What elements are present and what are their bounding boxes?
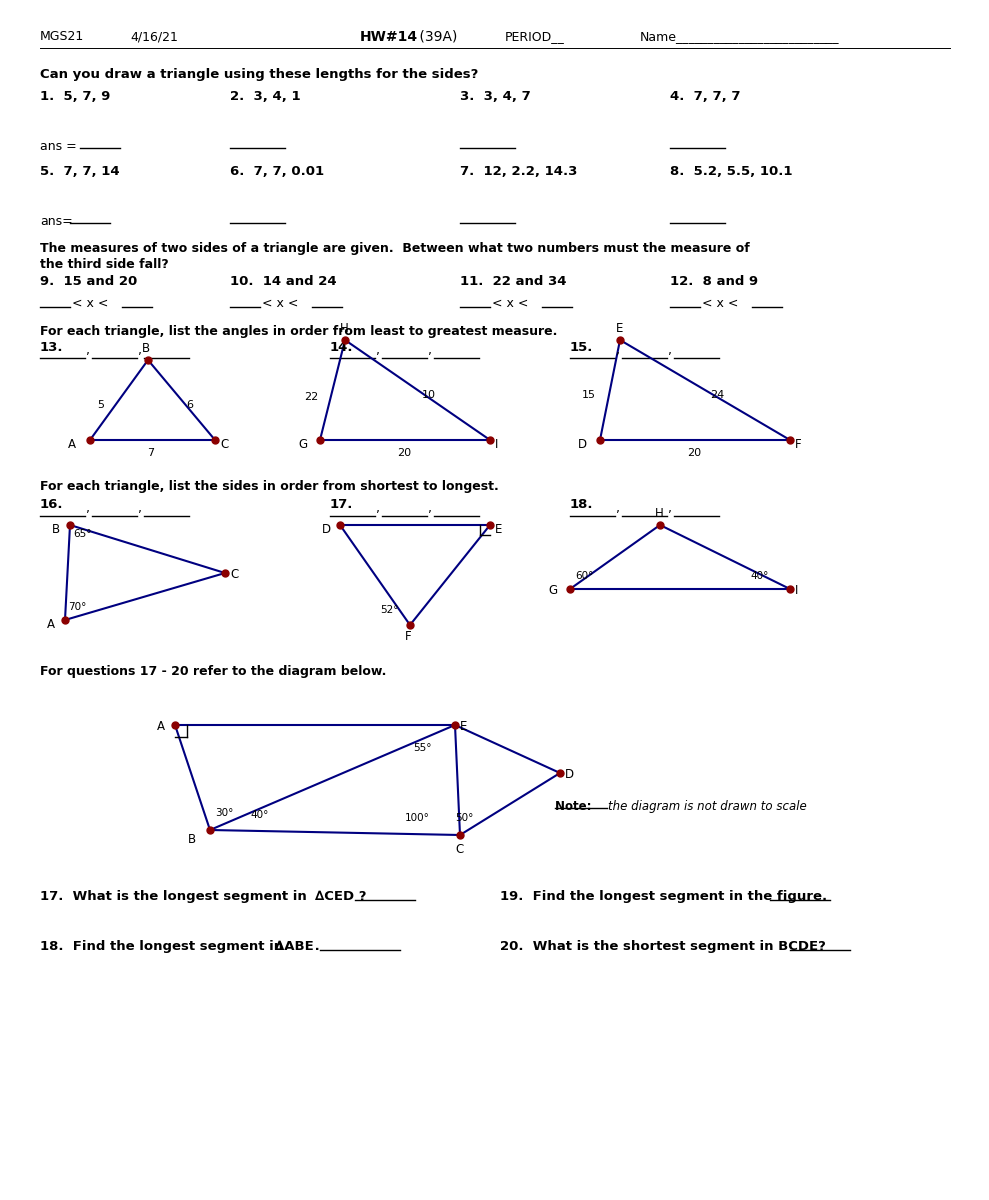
Text: .: . xyxy=(310,940,319,953)
Text: 3.  3, 4, 7: 3. 3, 4, 7 xyxy=(460,90,531,103)
Text: 10: 10 xyxy=(422,390,436,400)
Text: The measures of two sides of a triangle are given.  Between what two numbers mus: The measures of two sides of a triangle … xyxy=(40,242,750,254)
Text: 100°: 100° xyxy=(405,814,430,823)
Text: 13.: 13. xyxy=(40,341,63,354)
Text: E: E xyxy=(460,720,468,733)
Text: ∆CED ?: ∆CED ? xyxy=(315,890,367,902)
Text: I: I xyxy=(495,438,498,451)
Text: 40°: 40° xyxy=(250,810,268,820)
Text: 4.  7, 7, 7: 4. 7, 7, 7 xyxy=(670,90,741,103)
Text: A: A xyxy=(47,618,55,631)
Text: 60°: 60° xyxy=(575,571,593,581)
Text: ,: , xyxy=(376,502,380,515)
Text: < x <: < x < xyxy=(492,296,528,310)
Text: A: A xyxy=(68,438,76,451)
Text: D: D xyxy=(578,438,587,451)
Text: 5.  7, 7, 14: 5. 7, 7, 14 xyxy=(40,164,120,178)
Text: For questions 17 - 20 refer to the diagram below.: For questions 17 - 20 refer to the diagr… xyxy=(40,665,387,678)
Text: 6.  7, 7, 0.01: 6. 7, 7, 0.01 xyxy=(230,164,324,178)
Text: < x <: < x < xyxy=(72,296,109,310)
Text: 17.  What is the longest segment in: 17. What is the longest segment in xyxy=(40,890,312,902)
Text: 11.  22 and 34: 11. 22 and 34 xyxy=(460,275,567,288)
Text: Name__________________________: Name__________________________ xyxy=(640,30,840,43)
Text: 12.  8 and 9: 12. 8 and 9 xyxy=(670,275,759,288)
Text: 15.: 15. xyxy=(570,341,593,354)
Text: 7: 7 xyxy=(147,448,154,458)
Text: 14.: 14. xyxy=(330,341,353,354)
Text: < x <: < x < xyxy=(262,296,299,310)
Text: F: F xyxy=(405,630,411,643)
Text: A: A xyxy=(157,720,165,733)
Text: H: H xyxy=(655,506,664,520)
Text: the diagram is not drawn to scale: the diagram is not drawn to scale xyxy=(608,800,807,814)
Text: 2.  3, 4, 1: 2. 3, 4, 1 xyxy=(230,90,301,103)
Text: C: C xyxy=(455,842,463,856)
Text: ,: , xyxy=(138,344,142,358)
Text: 65°: 65° xyxy=(73,529,92,539)
Text: 19.  Find the longest segment in the figure.: 19. Find the longest segment in the figu… xyxy=(500,890,827,902)
Text: E: E xyxy=(616,322,623,335)
Text: 20: 20 xyxy=(687,448,701,458)
Text: F: F xyxy=(795,438,802,451)
Text: G: G xyxy=(298,438,308,451)
Text: ans =: ans = xyxy=(40,140,77,152)
Text: 18.  Find the longest segment in: 18. Find the longest segment in xyxy=(40,940,288,953)
Text: 50°: 50° xyxy=(455,814,474,823)
Text: 10.  14 and 24: 10. 14 and 24 xyxy=(230,275,336,288)
Text: ,: , xyxy=(668,502,672,515)
Text: 22: 22 xyxy=(304,392,318,402)
Text: 16.: 16. xyxy=(40,498,63,511)
Text: Note:: Note: xyxy=(555,800,595,814)
Text: ,: , xyxy=(138,502,142,515)
Text: Can you draw a triangle using these lengths for the sides?: Can you draw a triangle using these leng… xyxy=(40,68,479,80)
Text: ,: , xyxy=(86,502,90,515)
Text: 20.  What is the shortest segment in BCDE?: 20. What is the shortest segment in BCDE… xyxy=(500,940,826,953)
Text: MGS21: MGS21 xyxy=(40,30,84,43)
Text: B: B xyxy=(188,833,196,846)
Text: G: G xyxy=(548,584,557,596)
Text: 52°: 52° xyxy=(380,605,399,614)
Text: For each triangle, list the angles in order from least to greatest measure.: For each triangle, list the angles in or… xyxy=(40,325,558,338)
Text: ,: , xyxy=(376,344,380,358)
Text: ,: , xyxy=(86,344,90,358)
Text: C: C xyxy=(220,438,228,451)
Text: 7.  12, 2.2, 14.3: 7. 12, 2.2, 14.3 xyxy=(460,164,578,178)
Text: C: C xyxy=(230,568,238,581)
Text: ,: , xyxy=(428,344,432,358)
Text: For each triangle, list the sides in order from shortest to longest.: For each triangle, list the sides in ord… xyxy=(40,480,498,493)
Text: ,: , xyxy=(616,502,620,515)
Text: 30°: 30° xyxy=(215,808,233,818)
Text: PERIOD__: PERIOD__ xyxy=(505,30,565,43)
Text: 17.: 17. xyxy=(330,498,353,511)
Text: 4/16/21: 4/16/21 xyxy=(130,30,178,43)
Text: E: E xyxy=(495,523,502,536)
Text: 15: 15 xyxy=(582,390,596,400)
Text: 55°: 55° xyxy=(413,743,431,754)
Text: HW#14: HW#14 xyxy=(360,30,418,44)
Text: 70°: 70° xyxy=(68,602,86,612)
Text: 18.: 18. xyxy=(570,498,593,511)
Text: 6: 6 xyxy=(186,400,193,410)
Text: ,: , xyxy=(668,344,672,358)
Text: ,: , xyxy=(428,502,432,515)
Text: the third side fall?: the third side fall? xyxy=(40,258,169,271)
Text: 5: 5 xyxy=(97,400,104,410)
Text: (39A): (39A) xyxy=(415,30,457,44)
Text: D: D xyxy=(322,523,331,536)
Text: 24: 24 xyxy=(710,390,724,400)
Text: 9.  15 and 20: 9. 15 and 20 xyxy=(40,275,137,288)
Text: ans=: ans= xyxy=(40,215,73,228)
Text: H: H xyxy=(340,322,349,335)
Text: 20: 20 xyxy=(397,448,411,458)
Text: 8.  5.2, 5.5, 10.1: 8. 5.2, 5.5, 10.1 xyxy=(670,164,792,178)
Text: ,: , xyxy=(616,344,620,358)
Text: ∆ABE: ∆ABE xyxy=(275,940,314,953)
Text: D: D xyxy=(565,768,575,781)
Text: 1.  5, 7, 9: 1. 5, 7, 9 xyxy=(40,90,111,103)
Text: B: B xyxy=(52,523,60,536)
Text: < x <: < x < xyxy=(702,296,739,310)
Text: B: B xyxy=(142,342,150,355)
Text: 40°: 40° xyxy=(750,571,768,581)
Text: I: I xyxy=(795,584,798,596)
